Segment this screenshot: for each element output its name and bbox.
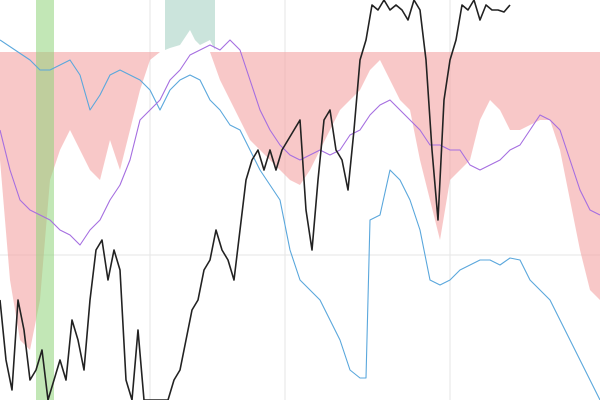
line (0, 0, 511, 400)
highlight-band (36, 0, 54, 400)
area (165, 0, 215, 50)
area (0, 52, 600, 350)
line (0, 39, 600, 400)
line (0, 39, 600, 246)
